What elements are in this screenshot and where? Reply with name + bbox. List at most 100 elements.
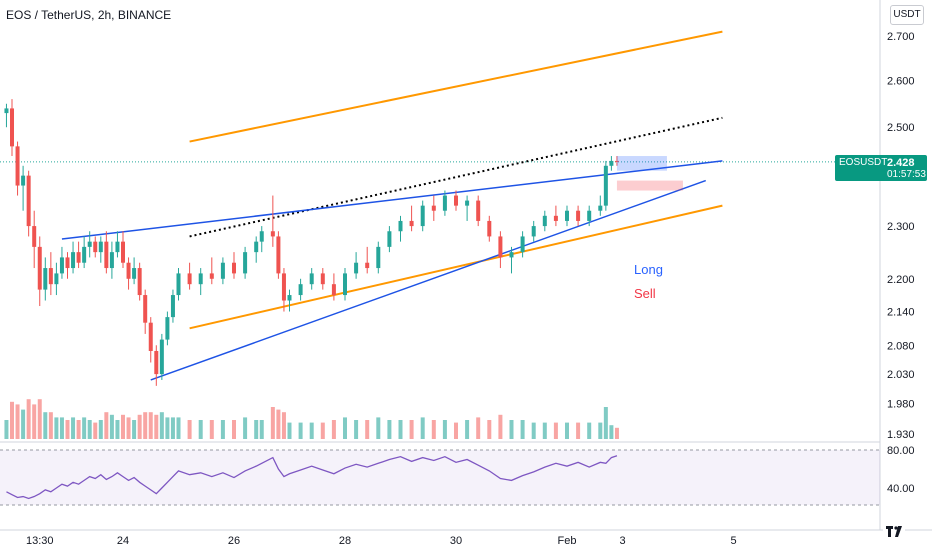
currency-button[interactable]: USDT — [890, 5, 924, 25]
candle-body — [498, 236, 503, 258]
candle-body — [320, 273, 325, 285]
volume-bar — [420, 417, 425, 439]
candle-body — [48, 268, 53, 285]
candle-body — [4, 108, 9, 114]
candle-body — [354, 262, 359, 274]
volume-bar — [159, 412, 164, 439]
candle-body — [365, 262, 370, 269]
volume-bar — [143, 412, 148, 439]
price-tick-label: 2.140 — [887, 307, 915, 319]
candle-body — [614, 160, 619, 162]
price-tick-label: 2.300 — [887, 221, 915, 233]
volume-bar — [365, 420, 370, 439]
position-boxes — [616, 156, 683, 191]
candle-body — [198, 273, 203, 285]
price-tick-label: 2.030 — [887, 369, 915, 381]
candle-body — [565, 210, 569, 221]
volume-bar — [520, 420, 525, 439]
candle-body — [598, 205, 603, 211]
candle-body — [76, 252, 81, 263]
volume-bar — [542, 422, 547, 439]
long-position-box — [616, 156, 667, 171]
price-axis[interactable]: 1.9301.9802.0302.0802.1402.2002.3002.400… — [887, 31, 915, 441]
candle-body — [93, 241, 98, 253]
candle-body — [54, 273, 59, 285]
candle-body — [609, 160, 614, 166]
volume-bar — [154, 414, 159, 439]
volume-bar — [553, 422, 558, 439]
volume-bar — [209, 420, 214, 439]
candle-body — [259, 231, 264, 242]
time-tick-label: 13:30 — [26, 535, 54, 547]
candle-body — [170, 295, 175, 318]
volume-bar — [104, 412, 109, 439]
candle-body — [454, 195, 458, 206]
candle-body — [98, 241, 103, 253]
volume-bar — [65, 420, 70, 439]
volume-bar — [287, 422, 292, 439]
candle-body — [281, 273, 286, 301]
volume-bar — [32, 404, 37, 439]
candle-body — [32, 226, 37, 247]
candle-body — [15, 146, 20, 186]
volume-bar — [465, 420, 470, 439]
volume-bar — [10, 401, 14, 439]
volume-bar — [254, 420, 259, 439]
volume-bar — [487, 420, 492, 439]
candle-body — [176, 273, 181, 296]
volume-bar — [48, 412, 53, 439]
volume-bar — [170, 417, 175, 439]
volume-bar — [82, 417, 87, 439]
volume-bar — [198, 420, 203, 439]
volume-bar — [76, 420, 81, 439]
volume-bar — [270, 407, 275, 439]
candle-body — [87, 241, 92, 247]
volume-bar — [576, 422, 581, 439]
candle-body — [65, 257, 70, 269]
rsi-tick-label: 40.00 — [887, 483, 915, 495]
candle-body — [398, 220, 403, 232]
candle-body — [143, 295, 148, 323]
volume-bar — [187, 420, 192, 439]
candle-body — [154, 350, 159, 375]
volume-bar — [87, 420, 92, 439]
volume-bar — [71, 417, 76, 439]
candle-body — [298, 284, 303, 296]
candle-body — [409, 220, 414, 227]
volume-bar — [54, 417, 59, 439]
time-tick-label: Feb — [558, 535, 577, 547]
volume-bars — [4, 399, 619, 439]
symbol-label: EOSUSDT — [839, 157, 888, 168]
candle-body — [476, 200, 481, 221]
volume-bar — [309, 422, 314, 439]
volume-bar — [243, 417, 248, 439]
candle-body — [376, 246, 381, 269]
candle-body — [165, 317, 170, 340]
time-axis[interactable]: 13:30 24 26 28 30 Feb 3 5 — [26, 535, 737, 547]
candle-body — [232, 262, 236, 274]
candle-body — [220, 262, 225, 279]
candle-body — [254, 241, 259, 253]
volume-bar — [137, 414, 142, 439]
volume-bar — [565, 422, 569, 439]
candle-body — [10, 108, 14, 147]
volume-bar — [603, 407, 608, 439]
volume-bar — [132, 420, 137, 439]
volume-bar — [21, 409, 26, 439]
volume-bar — [409, 420, 414, 439]
volume-bar — [259, 420, 264, 439]
time-tick-label: 30 — [450, 535, 462, 547]
candle-body — [159, 339, 164, 375]
candle-body — [209, 273, 214, 279]
candle-body — [243, 252, 248, 274]
candle-body — [59, 257, 64, 274]
volume-bar — [343, 417, 347, 439]
candle-body — [137, 268, 142, 296]
last-price-label: EOSUSDT 2.428 01:57:53 — [835, 155, 927, 181]
candle-body — [121, 241, 125, 263]
last-price-value: 2.428 — [887, 157, 915, 169]
volume-bar — [331, 420, 336, 439]
tradingview-logo-icon[interactable] — [883, 520, 905, 542]
candle-body — [71, 252, 76, 269]
